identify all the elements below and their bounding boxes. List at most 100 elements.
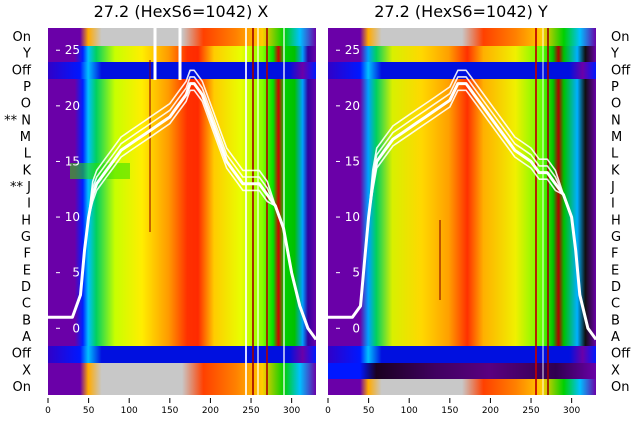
row-label: N	[611, 113, 621, 128]
y-tick-label: 5	[72, 266, 80, 280]
row-label: K	[611, 163, 620, 178]
x-axis-ticks: 0 50 100 150 200 250 300	[45, 398, 300, 416]
row-label: G	[611, 230, 621, 245]
y-tick-label: 10	[345, 210, 360, 224]
band-off-top	[48, 62, 316, 79]
row-label: O	[611, 97, 621, 112]
profile-curves	[48, 69, 318, 341]
row-label: B	[611, 313, 620, 328]
x-tick-label: 150	[161, 406, 178, 416]
row-label: K	[22, 163, 31, 178]
row-label: On	[13, 380, 31, 395]
row-label: E	[611, 263, 619, 278]
profile-curves	[328, 69, 598, 341]
y-tick-label: 10	[65, 210, 80, 224]
x-tick-label: 100	[121, 406, 138, 416]
row-label: L	[611, 147, 619, 162]
profile-line	[328, 89, 597, 340]
row-label: X	[22, 363, 31, 378]
row-label: Off	[611, 63, 631, 78]
x-axis-ticks: 0 50 100 150 200 250 300	[325, 398, 580, 416]
x-tick-label: 300	[563, 406, 580, 416]
band-y	[48, 46, 316, 62]
band-x	[48, 363, 316, 379]
profile-line	[48, 82, 318, 341]
band-off-bottom	[328, 346, 596, 363]
y-tick-label: 5	[352, 266, 360, 280]
row-label: C	[22, 297, 31, 312]
band-x	[328, 363, 596, 379]
y-tick-label: 15	[345, 154, 360, 168]
panel-y: 27.2 (HexS6=1042) Y 0 5 10 15 20 25 0 50 100 150…	[325, 2, 598, 416]
x-tick-label: 250	[522, 406, 539, 416]
row-label: ** N	[4, 113, 31, 128]
row-label: F	[24, 247, 31, 262]
row-label: P	[23, 80, 31, 95]
band-main	[328, 79, 596, 346]
y-tick-label: 15	[65, 154, 80, 168]
profile-line	[328, 76, 597, 340]
row-label: G	[21, 230, 31, 245]
band-main	[48, 79, 316, 346]
y-tick-label: 25	[65, 43, 80, 57]
y-tick-label: 20	[65, 99, 80, 113]
y-tick-label: 0	[72, 321, 80, 335]
x-tick-label: 50	[83, 406, 95, 416]
row-label: Y	[610, 47, 619, 62]
row-label: Off	[12, 347, 32, 362]
row-label: E	[23, 263, 31, 278]
x-tick-label: 200	[202, 406, 219, 416]
row-label: D	[611, 280, 621, 295]
row-label: I	[611, 197, 615, 212]
y-axis-ticks: 0 5 10 15 20 25	[56, 43, 80, 335]
row-label: F	[611, 247, 618, 262]
y-tick-label: 20	[345, 99, 360, 113]
band-top-on	[48, 28, 316, 46]
x-tick-label: 200	[482, 406, 499, 416]
row-label: Off	[611, 347, 631, 362]
profile-line	[48, 69, 317, 340]
heatmap-x	[48, 28, 316, 395]
row-label: On	[13, 30, 31, 45]
row-label: Y	[22, 47, 31, 62]
row-label: O	[21, 97, 31, 112]
x-tick-label: 0	[325, 406, 331, 416]
band-y	[328, 46, 596, 62]
x-tick-label: 50	[363, 406, 375, 416]
row-label: A	[611, 330, 620, 345]
row-label: P	[611, 80, 619, 95]
y-axis-ticks: 0 5 10 15 20 25	[336, 43, 360, 335]
profile-line	[48, 89, 317, 340]
row-label: X	[611, 363, 620, 378]
band-k-highlight	[70, 163, 130, 179]
panel-title: 27.2 (HexS6=1042) X	[94, 2, 269, 21]
row-label: J	[610, 180, 615, 195]
x-tick-label: 300	[283, 406, 300, 416]
row-label: I	[27, 197, 31, 212]
x-tick-label: 100	[401, 406, 418, 416]
profile-line	[48, 76, 317, 340]
row-label: B	[22, 313, 31, 328]
band-bottom-on	[328, 379, 596, 395]
row-label: C	[611, 297, 620, 312]
row-label: H	[611, 213, 621, 228]
band-off-bottom	[48, 346, 316, 363]
y-tick-label: 25	[345, 43, 360, 57]
row-label: M	[20, 130, 31, 145]
x-tick-label: 0	[45, 406, 51, 416]
row-label: H	[21, 213, 31, 228]
band-bottom-on	[48, 379, 316, 395]
row-label: D	[21, 280, 31, 295]
row-label: Off	[12, 63, 32, 78]
row-label: On	[611, 380, 629, 395]
row-label: M	[611, 130, 622, 145]
row-label: On	[611, 30, 629, 45]
band-top-on	[328, 28, 596, 46]
panel-x: 27.2 (HexS6=1042) X 0 5 10 15 20 25 0 50 100 150…	[45, 2, 318, 416]
x-tick-label: 150	[441, 406, 458, 416]
panel-title: 27.2 (HexS6=1042) Y	[374, 2, 548, 21]
profile-line	[328, 69, 597, 340]
